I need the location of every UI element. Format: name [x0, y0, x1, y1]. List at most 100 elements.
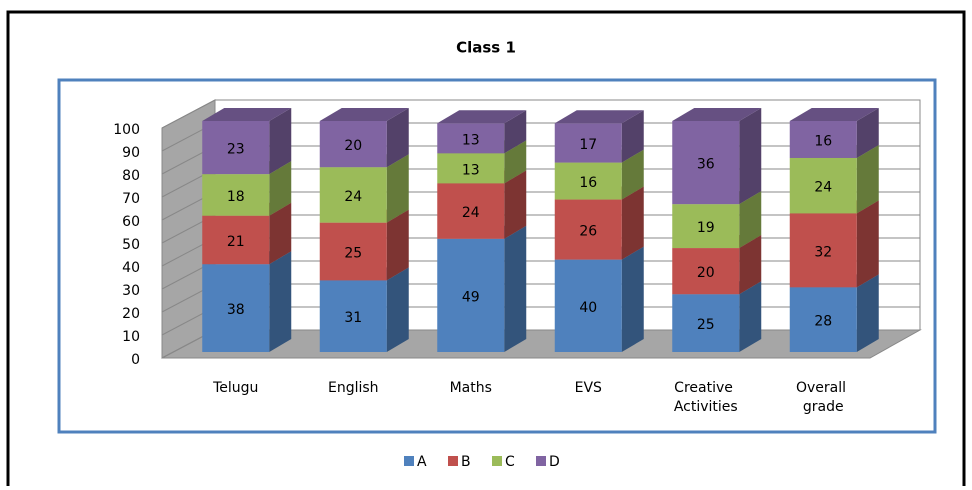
value-label: 24: [814, 180, 832, 196]
bar: [437, 153, 505, 184]
value-label: 26: [579, 224, 597, 240]
value-label: 13: [462, 132, 480, 148]
legend-label: A: [417, 454, 427, 470]
bar: [202, 121, 270, 175]
bar-side: [621, 149, 644, 200]
legend-label: B: [461, 454, 471, 470]
bar: [672, 248, 740, 295]
bar-side: [739, 281, 762, 352]
bar-side: [269, 251, 292, 352]
legend-swatch: [536, 456, 546, 466]
legend-swatch: [404, 456, 414, 466]
x-tick-label: Overall grade: [796, 380, 850, 415]
bar-side: [621, 186, 644, 260]
bar-side: [269, 161, 292, 216]
x-tick-label: English: [328, 380, 379, 396]
bar-side: [856, 144, 879, 214]
y-tick-label: 90: [122, 145, 140, 161]
bar-top: [789, 108, 879, 121]
bar: [437, 238, 505, 352]
legend-swatch: [492, 456, 502, 466]
bar-top: [672, 108, 762, 121]
chart-title: Class 1: [456, 39, 516, 57]
value-label: 13: [462, 162, 480, 178]
value-label: 32: [814, 244, 832, 260]
y-tick-label: 50: [122, 237, 140, 253]
x-tick-label: EVS: [575, 380, 602, 396]
bar: [672, 121, 740, 205]
bar: [554, 259, 622, 352]
bar: [789, 213, 857, 288]
bar: [789, 157, 857, 214]
bar: [554, 199, 622, 260]
bar-side: [856, 200, 879, 288]
value-label: 25: [697, 317, 715, 333]
value-label: 28: [814, 314, 832, 330]
bar-side: [856, 108, 879, 158]
value-label: 25: [344, 246, 362, 262]
value-label: 16: [579, 175, 597, 191]
legend-label: C: [505, 454, 515, 470]
bar: [554, 123, 622, 163]
legend-label: D: [549, 454, 560, 470]
y-tick-label: 70: [122, 191, 140, 207]
bar-side: [386, 267, 409, 352]
value-label: 20: [344, 138, 362, 154]
bar: [202, 174, 270, 216]
y-tick-label: 80: [122, 168, 140, 184]
y-tick-label: 100: [113, 122, 140, 138]
bar: [319, 121, 387, 168]
bar-top: [202, 108, 292, 121]
value-label: 17: [579, 137, 597, 153]
x-tick-label: Telugu: [212, 380, 258, 396]
bar: [789, 121, 857, 158]
bar-side: [504, 140, 527, 184]
x-tick-label: Maths: [450, 380, 492, 396]
bar-side: [621, 110, 644, 163]
value-label: 49: [462, 289, 480, 305]
y-tick-label: 0: [131, 352, 140, 368]
bar-top: [554, 110, 644, 124]
value-label: 24: [344, 189, 362, 205]
bar-side: [269, 108, 292, 175]
bar-side: [739, 108, 762, 205]
bar: [319, 222, 387, 281]
bar: [202, 264, 270, 352]
bar-side: [856, 274, 879, 352]
bar-side: [386, 108, 409, 168]
bar-side: [386, 154, 409, 223]
bar-side: [269, 202, 292, 265]
value-label: 23: [227, 142, 245, 158]
value-label: 21: [227, 234, 245, 250]
value-label: 38: [227, 302, 245, 318]
y-tick-label: 40: [122, 260, 140, 276]
y-tick-label: 30: [122, 283, 140, 299]
y-tick-label: 60: [122, 214, 140, 230]
bar: [437, 183, 505, 239]
y-tick-label: 10: [122, 329, 140, 345]
y-tick-label: 20: [122, 306, 140, 322]
bar: [319, 167, 387, 223]
bar-side: [504, 225, 527, 352]
value-label: 20: [697, 265, 715, 281]
bar-top: [437, 110, 527, 124]
value-label: 31: [344, 310, 362, 326]
bar: [554, 162, 622, 200]
bar-side: [739, 191, 762, 249]
value-label: 40: [579, 300, 597, 316]
value-label: 36: [697, 157, 715, 173]
grid-line: [161, 99, 920, 129]
value-label: 19: [697, 220, 715, 236]
bar-top: [319, 108, 409, 121]
bar: [789, 287, 857, 352]
bar-side: [621, 246, 644, 352]
bar-side: [739, 235, 762, 295]
bar: [319, 280, 387, 352]
bar-side: [504, 170, 527, 239]
legend-swatch: [448, 456, 458, 466]
x-tick-label: Creative Activities: [674, 380, 738, 415]
bar: [437, 123, 505, 154]
value-label: 16: [814, 133, 832, 149]
bar: [202, 215, 270, 265]
